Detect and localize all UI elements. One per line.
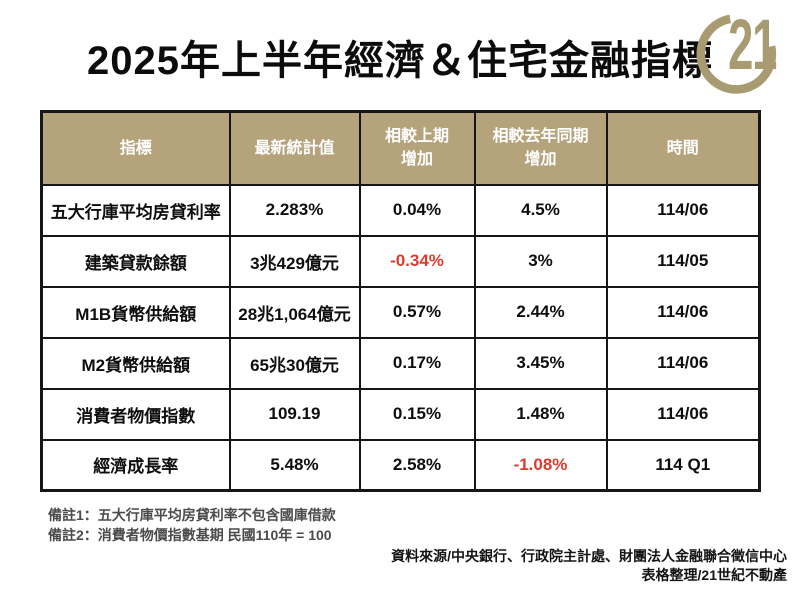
change-vs-previous: 0.57% [358, 285, 476, 339]
change-vs-previous: 0.15% [358, 387, 476, 441]
table-row: 經濟成長率 5.48% 2.58% -1.08% 114 Q1 [40, 438, 761, 492]
change-vs-previous: 0.04% [358, 183, 476, 237]
change-vs-yoy: -1.08% [473, 438, 608, 492]
table-row: 建築貸款餘額 3兆429億元 -0.34% 3% 114/05 [40, 234, 761, 288]
footnote-2: 備註2：消費者物價指數基期 民國110年 = 100 [48, 527, 332, 543]
table-header-row: 指標 最新統計值 相較上期 增加 相較去年同期 增加 時間 [40, 110, 761, 186]
period: 114 Q1 [605, 438, 761, 492]
change-vs-yoy: 3.45% [473, 336, 608, 390]
period: 114/06 [605, 336, 761, 390]
latest-value: 3兆429億元 [228, 234, 361, 288]
change-vs-yoy: 2.44% [473, 285, 608, 339]
source-block: 資料來源/中央銀行、行政院主計處、財團法人金融聯合徵信中心 表格整理/21世紀不… [391, 547, 787, 585]
column-header-latest-value: 最新統計值 [228, 110, 361, 186]
change-vs-previous: -0.34% [358, 234, 476, 288]
change-vs-yoy: 3% [473, 234, 608, 288]
logo-circle-arc [696, 14, 777, 94]
column-header-indicator: 指標 [40, 110, 231, 186]
indicator-name: M2貨幣供給額 [40, 336, 231, 390]
latest-value: 109.19 [228, 387, 361, 441]
page-title: 2025年上半年經濟＆住宅金融指標 [87, 39, 713, 83]
data-source: 資料來源/中央銀行、行政院主計處、財團法人金融聯合徵信中心 [391, 548, 787, 564]
latest-value: 5.48% [228, 438, 361, 492]
indicator-name: M1B貨幣供給額 [40, 285, 231, 339]
century21-logo: 21 [696, 5, 778, 94]
indicator-name: 消費者物價指數 [40, 387, 231, 441]
change-vs-previous: 0.17% [358, 336, 476, 390]
indicator-name: 五大行庫平均房貸利率 [40, 183, 231, 237]
indicators-table: 指標 最新統計值 相較上期 增加 相較去年同期 增加 時間 五大行庫平均房貸利率… [40, 110, 761, 492]
logo-21-text: 21 [728, 5, 776, 85]
latest-value: 28兆1,064億元 [228, 285, 361, 339]
table-row: 五大行庫平均房貸利率 2.283% 0.04% 4.5% 114/06 [40, 183, 761, 237]
change-vs-yoy: 1.48% [473, 387, 608, 441]
latest-value: 2.283% [228, 183, 361, 237]
change-vs-previous: 2.58% [358, 438, 476, 492]
period: 114/06 [605, 285, 761, 339]
column-header-vs-previous: 相較上期 增加 [358, 110, 476, 186]
table-row: M1B貨幣供給額 28兆1,064億元 0.57% 2.44% 114/06 [40, 285, 761, 339]
footnotes: 備註1：五大行庫平均房貸利率不包含國庫借款 備註2：消費者物價指數基期 民國11… [48, 505, 336, 545]
indicator-name: 建築貸款餘額 [40, 234, 231, 288]
period: 114/06 [605, 183, 761, 237]
change-vs-yoy: 4.5% [473, 183, 608, 237]
footnote-1: 備註1：五大行庫平均房貸利率不包含國庫借款 [48, 507, 336, 523]
period: 114/06 [605, 387, 761, 441]
latest-value: 65兆30億元 [228, 336, 361, 390]
table-row: 消費者物價指數 109.19 0.15% 1.48% 114/06 [40, 387, 761, 441]
table-row: M2貨幣供給額 65兆30億元 0.17% 3.45% 114/06 [40, 336, 761, 390]
period: 114/05 [605, 234, 761, 288]
indicator-name: 經濟成長率 [40, 438, 231, 492]
table-credit: 表格整理/21世紀不動產 [641, 567, 787, 583]
column-header-period: 時間 [605, 110, 761, 186]
column-header-vs-yoy: 相較去年同期 增加 [473, 110, 608, 186]
